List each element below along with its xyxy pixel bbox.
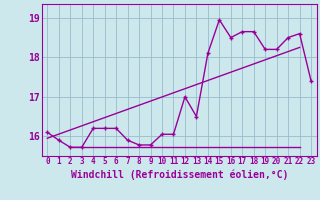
X-axis label: Windchill (Refroidissement éolien,°C): Windchill (Refroidissement éolien,°C)	[70, 169, 288, 180]
